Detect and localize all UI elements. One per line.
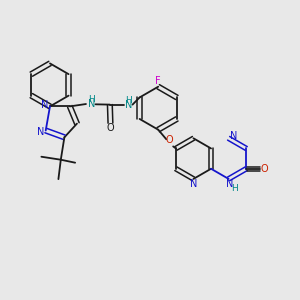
Text: H: H — [231, 184, 237, 193]
Text: O: O — [261, 164, 268, 174]
Text: O: O — [106, 123, 114, 133]
Text: H: H — [125, 96, 132, 105]
Text: N: N — [125, 100, 132, 110]
Text: N: N — [41, 100, 48, 110]
Text: H: H — [88, 95, 95, 104]
Text: N: N — [88, 99, 95, 109]
Text: F: F — [155, 76, 161, 86]
Text: N: N — [230, 131, 237, 141]
Text: O: O — [165, 135, 173, 145]
Text: N: N — [190, 179, 197, 189]
Text: N: N — [37, 127, 44, 137]
Text: N: N — [226, 179, 233, 189]
